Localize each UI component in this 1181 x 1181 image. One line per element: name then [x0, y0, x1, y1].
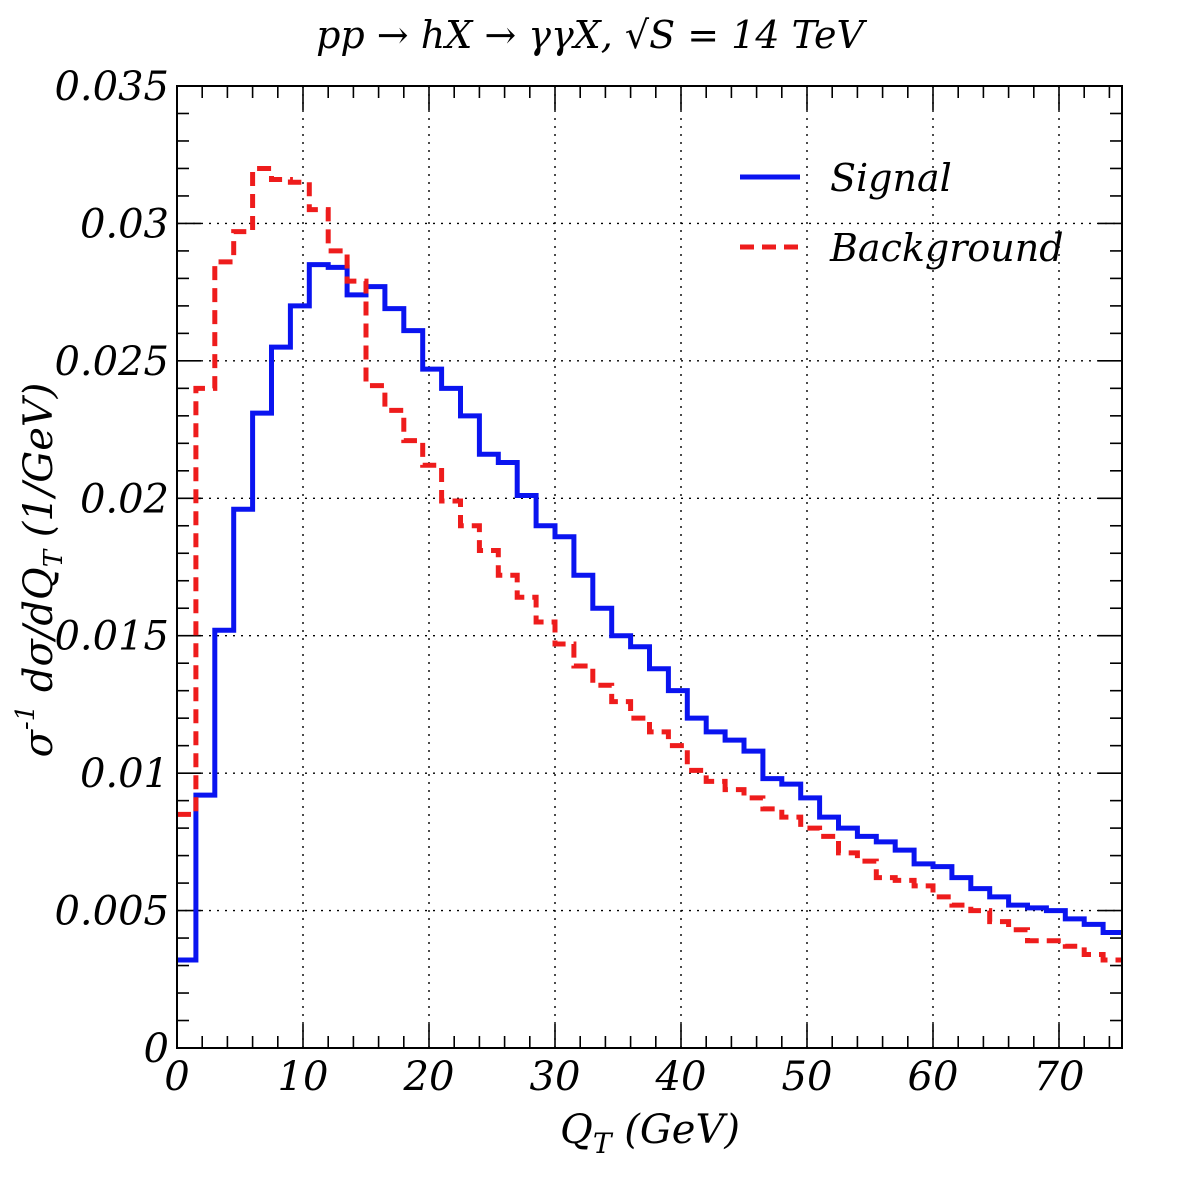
y-tick-label-0: 0 — [144, 1026, 169, 1072]
x-axis-title: QT (GeV) — [560, 1107, 740, 1160]
legend: Signal Background — [740, 156, 1064, 270]
title-process: pp → hX → γγX, — [316, 13, 625, 57]
x-tick-label-2: 20 — [403, 1054, 455, 1100]
y-tick-label-7: 0.035 — [54, 64, 169, 110]
y-axis-title-unit: (1/GeV) — [16, 383, 62, 550]
x-tick-label-4: 40 — [655, 1054, 707, 1100]
plot-frame — [176, 85, 1123, 1049]
legend-label-signal: Signal — [830, 156, 952, 200]
title-energy: S = 14 TeV — [649, 13, 867, 57]
x-axis-title-main: Q — [560, 1107, 593, 1153]
x-tick-label-3: 30 — [530, 1054, 581, 1100]
x-tick-label-7: 70 — [1034, 1054, 1085, 1100]
y-tick-label-4: 0.02 — [80, 476, 169, 522]
chart-title: pp → hX → γγX, √S = 14 TeV — [316, 13, 867, 57]
y-tick-label-6: 0.03 — [80, 201, 169, 247]
y-axis-title-subscript: T — [39, 548, 69, 567]
series-line-background — [177, 165, 1122, 963]
x-axis-title-subscript: T — [593, 1127, 614, 1160]
y-tick-label-2: 0.01 — [80, 751, 169, 797]
y-tick-labels: 0 0.005 0.01 0.015 0.02 0.025 0.03 0.035 — [54, 64, 169, 1072]
y-tick-label-1: 0.005 — [54, 889, 169, 935]
y-axis-title: σ-1 dσ/dQT (1/GeV) — [11, 383, 69, 758]
x-axis-title-unit: (GeV) — [612, 1107, 740, 1153]
y-tick-label-5: 0.025 — [54, 339, 169, 385]
x-tick-label-6: 60 — [908, 1054, 959, 1100]
y-tick-label-3: 0.015 — [54, 614, 169, 660]
y-axis-title-superscript: -1 — [11, 705, 41, 730]
legend-label-background: Background — [829, 226, 1064, 270]
grid-lines — [177, 86, 1122, 1048]
x-tick-labels: 0 10 20 30 40 50 60 70 — [164, 1054, 1084, 1100]
series-layer — [177, 165, 1122, 963]
series-line-signal — [177, 262, 1122, 963]
x-tick-label-1: 10 — [278, 1054, 329, 1100]
y-axis-title-main: dσ/dQ — [16, 567, 62, 705]
x-tick-label-5: 50 — [782, 1054, 833, 1100]
y-axis-title-sigma: σ — [16, 728, 62, 757]
title-sqrt-sign: √ — [625, 13, 650, 57]
x-tick-label-0: 0 — [164, 1054, 189, 1100]
